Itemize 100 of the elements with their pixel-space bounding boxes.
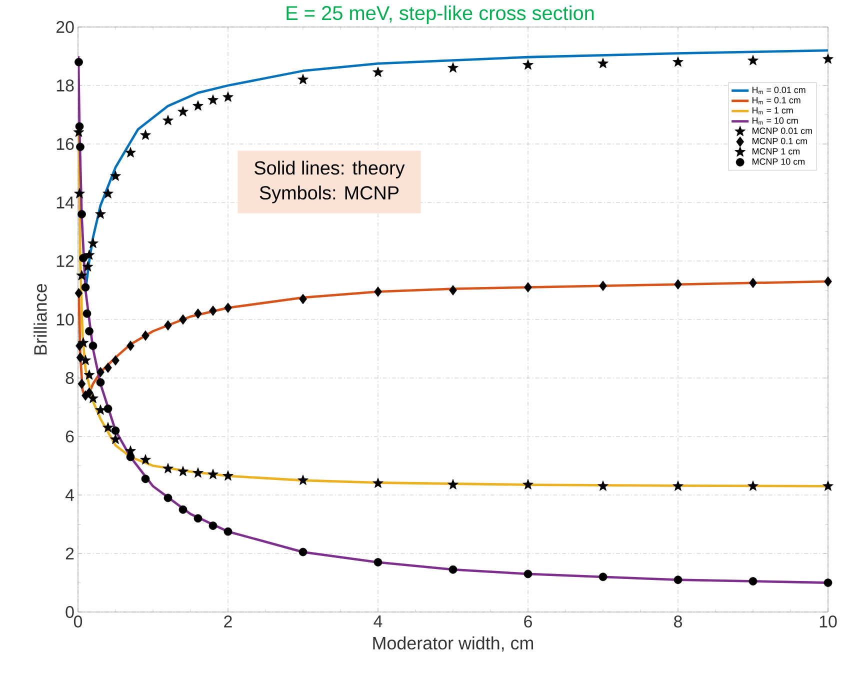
point — [80, 354, 91, 366]
point — [88, 238, 98, 248]
y-tick-label: 14 — [56, 196, 74, 208]
point — [448, 62, 458, 73]
point — [192, 467, 204, 478]
point — [522, 59, 534, 70]
annotation: Solid lines: theory — [254, 160, 405, 178]
point — [208, 468, 218, 480]
point — [298, 548, 308, 556]
point — [224, 527, 232, 536]
point — [110, 434, 121, 444]
point — [209, 306, 217, 316]
point — [208, 522, 218, 530]
point — [95, 208, 106, 219]
point — [298, 474, 308, 486]
y-tick-label: 0 — [66, 606, 74, 618]
point — [372, 66, 384, 77]
point — [76, 142, 84, 152]
x-tick-label: 8 — [674, 616, 682, 628]
point — [674, 576, 682, 584]
point — [74, 58, 83, 66]
point — [112, 355, 120, 366]
legend-label: H$_{m}$ = 1 cm — [752, 107, 793, 114]
y-tick-label: 10 — [56, 314, 74, 326]
point — [178, 466, 188, 476]
point — [822, 53, 834, 64]
point — [76, 352, 84, 363]
point — [96, 378, 105, 387]
point — [208, 94, 218, 105]
point — [140, 454, 151, 465]
point — [78, 337, 89, 348]
point — [748, 54, 758, 66]
point — [111, 426, 120, 435]
point — [162, 114, 174, 126]
point — [85, 387, 94, 398]
legend-label: H$_{m}$ = 10 cm — [752, 117, 798, 125]
x-tick-label: 4 — [374, 616, 382, 628]
point — [672, 480, 684, 491]
point — [748, 480, 758, 491]
y-tick-label: 12 — [56, 255, 74, 267]
x-axis-title: Moderator width, cm — [373, 636, 534, 652]
point — [164, 320, 172, 331]
y-axis-title: Brilliance — [34, 284, 47, 354]
point — [104, 404, 112, 413]
point — [192, 100, 204, 111]
point — [85, 327, 94, 336]
y-tick-label: 18 — [56, 79, 74, 92]
point — [224, 302, 232, 313]
point — [102, 422, 114, 432]
point — [162, 462, 174, 474]
point — [448, 479, 458, 490]
point — [598, 480, 608, 491]
point — [88, 342, 98, 350]
point — [674, 279, 682, 290]
annotation: Symbols: MCNP — [260, 186, 399, 204]
point — [82, 309, 92, 318]
point — [95, 404, 106, 415]
point — [140, 130, 151, 140]
point — [74, 288, 83, 298]
point — [81, 283, 90, 292]
point — [598, 572, 608, 582]
point — [749, 278, 757, 288]
point — [822, 480, 834, 491]
point — [222, 92, 234, 102]
point — [522, 479, 534, 490]
point — [78, 210, 86, 218]
point — [222, 470, 234, 481]
point — [76, 270, 88, 280]
point — [824, 276, 832, 287]
point — [126, 340, 134, 352]
point — [824, 578, 832, 587]
legend-label: H$_{m}$ = 0.01 cm — [752, 86, 806, 94]
y-tick-label: 4 — [65, 489, 74, 501]
point — [672, 56, 684, 67]
point — [74, 188, 85, 198]
point — [164, 494, 172, 502]
point — [178, 106, 188, 116]
point — [748, 577, 758, 586]
point — [88, 392, 98, 404]
point — [141, 474, 150, 484]
point — [142, 330, 150, 341]
point — [104, 362, 112, 373]
point — [598, 58, 608, 68]
point — [84, 249, 95, 260]
y-tick-label: 16 — [56, 138, 74, 150]
y-tick-label: 8 — [66, 372, 74, 384]
point — [84, 369, 95, 380]
point — [194, 514, 202, 523]
point — [110, 170, 121, 181]
legend-label: MCNP 0.01 cm — [752, 128, 812, 134]
point — [524, 570, 532, 578]
legend-label: H$_{m}$ = 0.1 cm — [752, 96, 800, 104]
x-tick-label: 10 — [820, 616, 837, 628]
point — [374, 286, 382, 297]
point — [125, 147, 136, 158]
legend-label: MCNP 10 cm — [752, 158, 804, 165]
point — [448, 565, 458, 574]
point — [599, 280, 607, 292]
point — [524, 282, 532, 292]
legend-label: MCNP 1 cm — [752, 148, 800, 154]
